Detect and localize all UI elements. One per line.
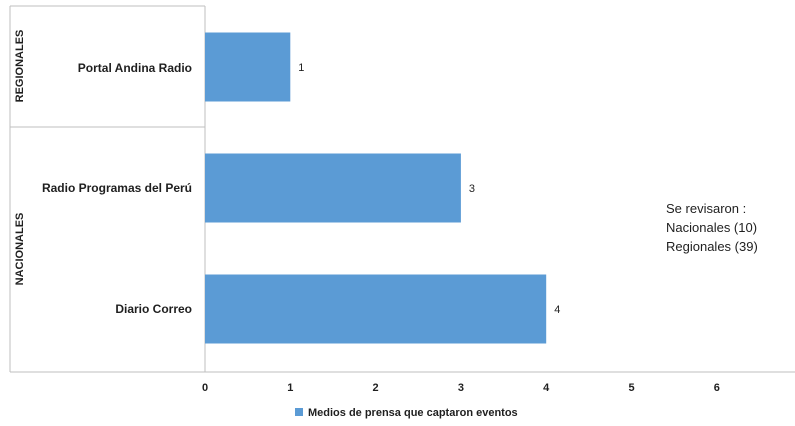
group-label-nacionales: NACIONALES bbox=[14, 213, 26, 286]
group-label-regionales: REGIONALES bbox=[14, 30, 26, 103]
note-line-1: Se revisaron : bbox=[666, 201, 746, 216]
legend: Medios de prensa que captaron eventos bbox=[295, 407, 518, 419]
x-tick-label-5: 5 bbox=[628, 382, 634, 394]
bars-group bbox=[205, 32, 547, 344]
note-line-3: Regionales (39) bbox=[666, 239, 758, 254]
x-tick-label-2: 2 bbox=[373, 382, 379, 394]
legend-label: Medios de prensa que captaron eventos bbox=[308, 407, 518, 419]
data-label-2: 4 bbox=[554, 304, 560, 316]
note-line-2: Nacionales (10) bbox=[666, 220, 757, 235]
legend-swatch bbox=[295, 408, 303, 416]
category-label-portal-andina-radio: Portal Andina Radio bbox=[78, 61, 192, 75]
bar-2 bbox=[205, 274, 547, 344]
data-label-1: 3 bbox=[469, 183, 475, 195]
data-labels-group: 1 3 4 bbox=[298, 62, 560, 316]
category-label-radio-programas: Radio Programas del Perú bbox=[42, 181, 192, 195]
x-tick-label-1: 1 bbox=[287, 382, 293, 394]
x-tick-label-3: 3 bbox=[458, 382, 464, 394]
bar-0 bbox=[205, 32, 291, 102]
x-tick-label-4: 4 bbox=[543, 382, 550, 394]
x-tick-labels: 0 1 2 3 4 5 6 bbox=[202, 382, 720, 394]
data-label-0: 1 bbox=[298, 62, 304, 74]
x-tick-label-6: 6 bbox=[714, 382, 720, 394]
category-label-diario-correo: Diario Correo bbox=[115, 302, 192, 316]
bar-1 bbox=[205, 153, 461, 223]
review-note: Se revisaron : Nacionales (10) Regionale… bbox=[666, 201, 758, 254]
x-tick-label-0: 0 bbox=[202, 382, 208, 394]
